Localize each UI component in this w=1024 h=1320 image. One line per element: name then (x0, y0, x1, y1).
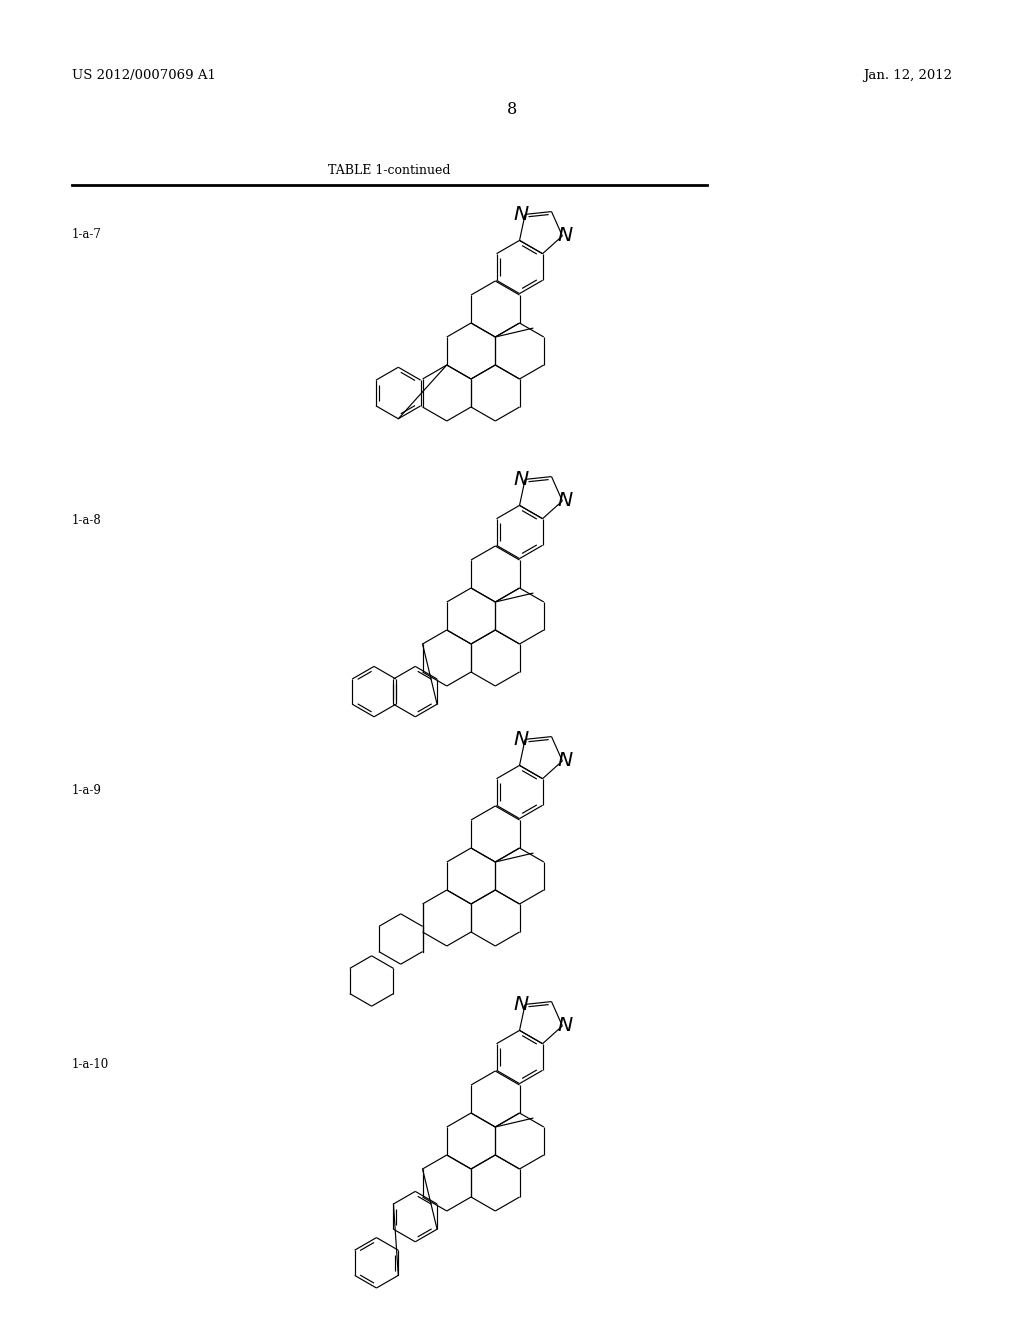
Text: 1-a-9: 1-a-9 (72, 784, 101, 796)
Text: 1-a-8: 1-a-8 (72, 513, 101, 527)
Text: N: N (558, 227, 573, 246)
Text: N: N (513, 205, 528, 224)
Text: N: N (558, 491, 573, 511)
Text: N: N (513, 730, 528, 748)
Text: US 2012/0007069 A1: US 2012/0007069 A1 (72, 70, 216, 82)
Text: Jan. 12, 2012: Jan. 12, 2012 (863, 70, 952, 82)
Text: 1-a-10: 1-a-10 (72, 1059, 110, 1072)
Text: N: N (513, 995, 528, 1014)
Text: 8: 8 (507, 102, 517, 119)
Text: N: N (558, 1016, 573, 1035)
Text: N: N (513, 470, 528, 488)
Text: N: N (558, 751, 573, 771)
Text: 1-a-7: 1-a-7 (72, 228, 101, 242)
Text: TABLE 1-continued: TABLE 1-continued (328, 164, 451, 177)
